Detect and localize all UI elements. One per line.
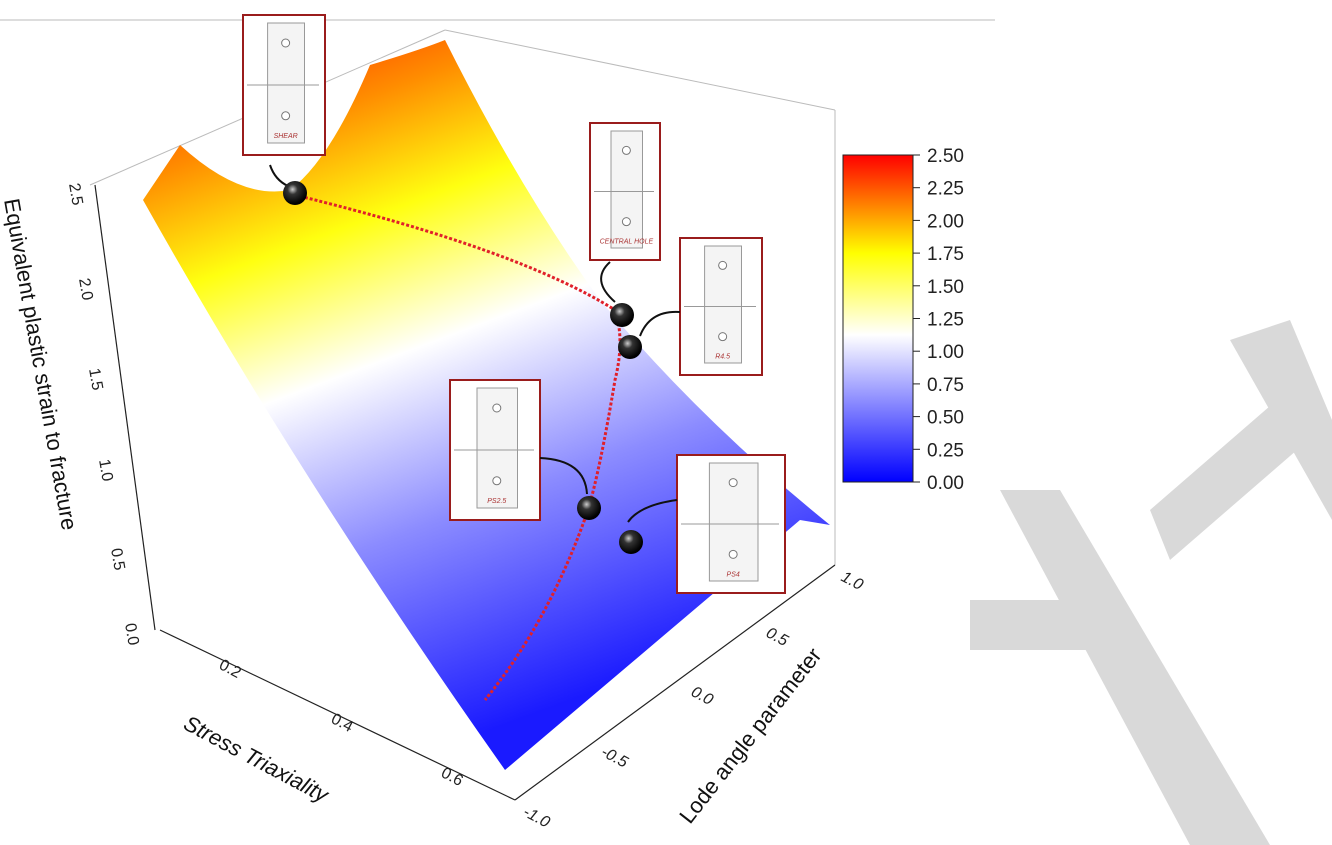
y-tick-label: -1.0 bbox=[520, 804, 552, 832]
colorbar-tick-label: 0.50 bbox=[927, 408, 964, 429]
specimen-hole bbox=[492, 403, 502, 413]
arrow-icon bbox=[639, 310, 681, 337]
arrow-icon bbox=[600, 261, 616, 303]
y-tick-label: 0.5 bbox=[763, 625, 791, 650]
specimen-callout: R4.5 bbox=[618, 237, 763, 376]
colorbar-tick-label: 1.75 bbox=[927, 244, 964, 265]
specimen-label: PS4 bbox=[727, 571, 740, 578]
axis-box bbox=[0, 19, 995, 565]
colorbar-tick-label: 2.25 bbox=[927, 179, 964, 200]
specimen-hole bbox=[621, 145, 631, 155]
specimen-callout: PS2.5 bbox=[449, 379, 601, 521]
specimen-hole bbox=[718, 332, 728, 342]
x-tick-label: 0.6 bbox=[438, 765, 466, 790]
specimen-hole bbox=[728, 478, 738, 488]
watermark bbox=[970, 320, 1332, 845]
z-tick-label: 2.5 bbox=[65, 182, 86, 207]
specimen-callout: PS4 bbox=[619, 454, 786, 594]
colorbar-tick-label: 1.50 bbox=[927, 277, 964, 298]
colorbar bbox=[842, 154, 914, 483]
specimen-hole bbox=[281, 111, 291, 121]
z-tick-label: 1.5 bbox=[85, 367, 106, 392]
y-axis-label: Lode angle parameter bbox=[674, 643, 826, 828]
x-axis-label: Stress Triaxiality bbox=[180, 710, 335, 808]
z-axis-label: Equivalent plastic strain to fracture bbox=[0, 197, 82, 533]
colorbar-tick-label: 2.00 bbox=[927, 211, 964, 232]
colorbar-tick-label: 1.00 bbox=[927, 342, 964, 363]
z-tick-label: 1.0 bbox=[95, 458, 116, 483]
experiment-point bbox=[283, 181, 307, 205]
colorbar-tick-label: 0.75 bbox=[927, 375, 964, 396]
arrow-icon bbox=[627, 499, 678, 523]
specimen-hole bbox=[492, 476, 502, 486]
z-tick-label: 0.5 bbox=[107, 547, 128, 572]
x-tick-label: 0.4 bbox=[328, 711, 356, 736]
y-tick-label: 1.0 bbox=[838, 569, 866, 594]
colorbar-tick-label: 0.00 bbox=[927, 473, 964, 494]
specimen-callout: CENTRAL HOLE bbox=[589, 122, 661, 327]
colorbar-tick-label: 1.25 bbox=[927, 310, 964, 331]
experiment-point bbox=[577, 496, 601, 520]
colorbar-tick-label: 0.25 bbox=[927, 440, 964, 461]
y-tick-label: -0.5 bbox=[598, 744, 630, 772]
specimen-label: SHEAR bbox=[274, 133, 298, 140]
specimen-label: CENTRAL HOLE bbox=[600, 239, 654, 246]
specimen-callout: SHEAR bbox=[242, 14, 326, 205]
experiment-point bbox=[610, 303, 634, 327]
z-tick-label: 2.0 bbox=[75, 277, 96, 302]
arrow-icon bbox=[539, 457, 588, 495]
specimen-hole bbox=[281, 38, 291, 48]
fracture-locus bbox=[294, 193, 622, 701]
colorbar-tick-label: 2.50 bbox=[927, 146, 964, 167]
axes bbox=[94, 184, 836, 801]
specimen-label: PS2.5 bbox=[487, 498, 506, 505]
x-tick-label: 0.2 bbox=[216, 657, 244, 682]
arrow-icon bbox=[269, 164, 289, 187]
experiment-point bbox=[619, 530, 643, 554]
z-tick-label: 0.0 bbox=[121, 622, 142, 647]
specimen-hole bbox=[718, 260, 728, 270]
specimen-label: R4.5 bbox=[715, 354, 730, 361]
specimen-hole bbox=[621, 217, 631, 227]
y-tick-label: 0.0 bbox=[688, 684, 716, 709]
experiment-point bbox=[618, 335, 642, 359]
specimen-hole bbox=[728, 549, 738, 559]
